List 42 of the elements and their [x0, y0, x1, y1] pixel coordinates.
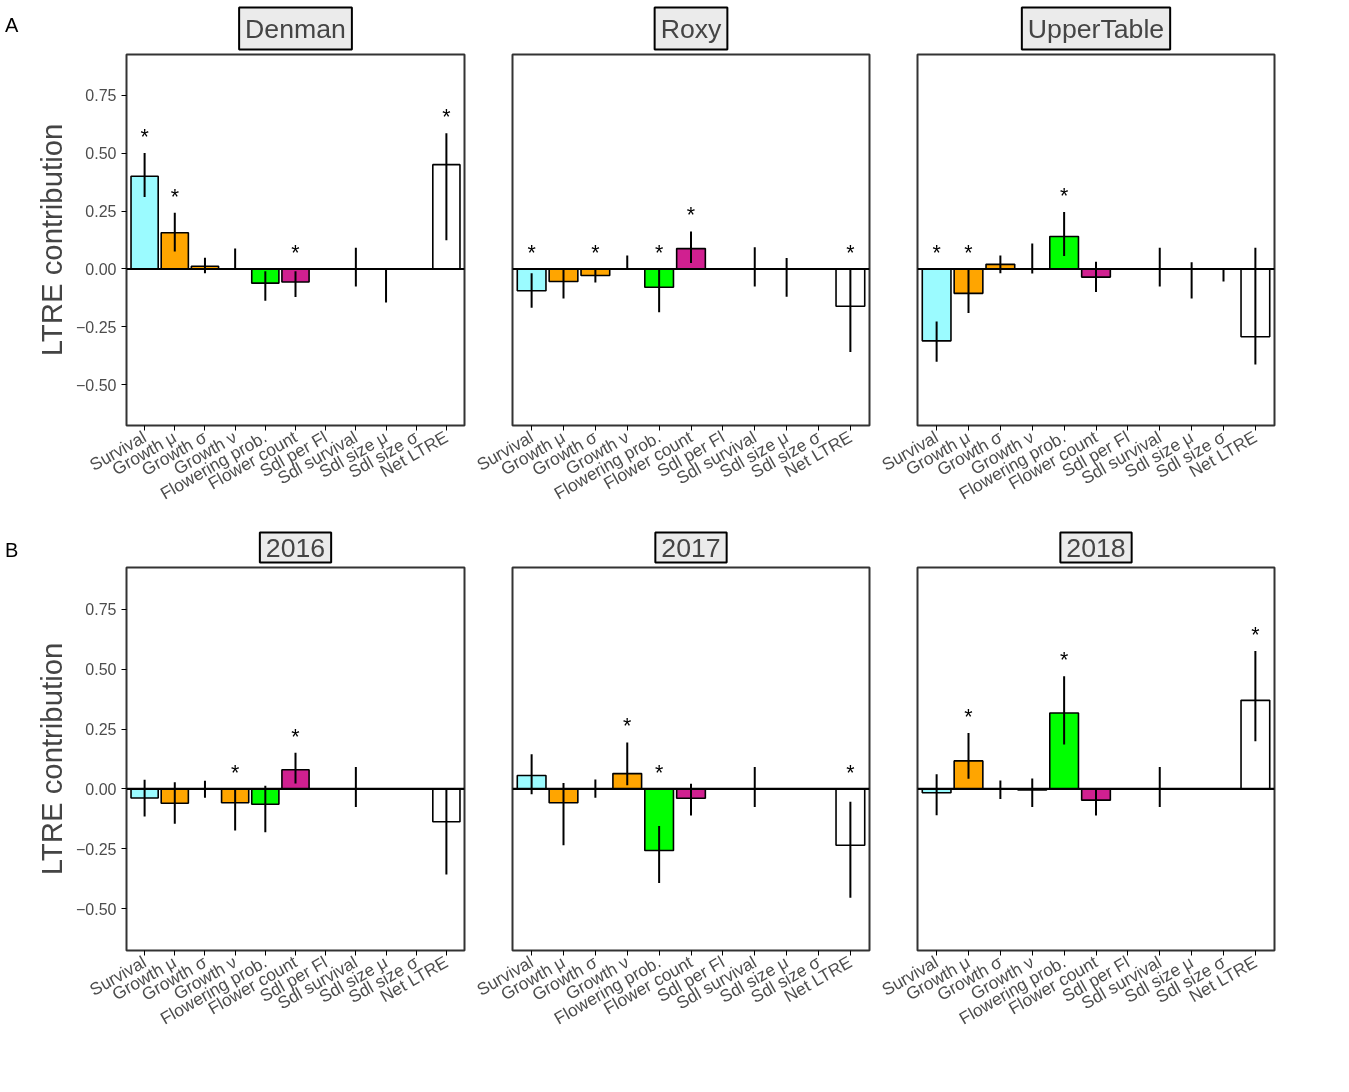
data-label: *	[291, 724, 300, 749]
y-axis-title: LTRE contribution	[35, 123, 69, 357]
y-axis-title: LTRE contribution	[35, 642, 69, 876]
chart-title: Denman	[245, 13, 346, 44]
data-label: *	[591, 240, 600, 265]
y-tick-label: 0.00	[85, 260, 117, 278]
data-label: *	[846, 240, 855, 265]
chart-title: 2017	[661, 532, 721, 563]
data-label: *	[442, 105, 451, 130]
data-label: *	[291, 240, 300, 265]
y-tick-label: 0.25	[85, 721, 117, 739]
data-label: *	[623, 714, 632, 739]
text: A	[5, 13, 19, 38]
data-label: *	[170, 184, 179, 209]
y-tick-label: 0.75	[85, 601, 117, 619]
data-label: *	[846, 760, 855, 785]
data-label: *	[1251, 623, 1260, 648]
chart-title: Roxy	[660, 13, 723, 44]
data-label: *	[1059, 648, 1069, 673]
y-tick-label: 0.75	[85, 87, 117, 105]
y-tick-label: −0.50	[76, 900, 117, 918]
y-tick-label: −0.25	[76, 840, 117, 858]
data-label: *	[686, 203, 696, 228]
data-label: *	[964, 704, 973, 729]
data-label: *	[140, 125, 149, 150]
y-tick-label: 0.50	[85, 145, 117, 163]
data-label: *	[1059, 183, 1069, 208]
y-tick-label: 0.00	[85, 780, 117, 798]
data-label: *	[654, 760, 664, 785]
data-label: *	[527, 240, 536, 265]
data-label: *	[654, 240, 664, 265]
chart-title: 2018	[1066, 532, 1126, 563]
y-tick-label: 0.25	[85, 203, 117, 221]
text: B	[5, 538, 19, 563]
y-tick-label: −0.50	[76, 376, 117, 394]
y-tick-label: 0.50	[85, 661, 117, 679]
chart-title: 2016	[265, 532, 326, 563]
data-label: *	[964, 240, 973, 265]
data-label: *	[932, 240, 941, 265]
y-tick-label: −0.25	[76, 318, 117, 336]
data-label: *	[230, 760, 240, 785]
chart-title: UpperTable	[1027, 13, 1165, 44]
